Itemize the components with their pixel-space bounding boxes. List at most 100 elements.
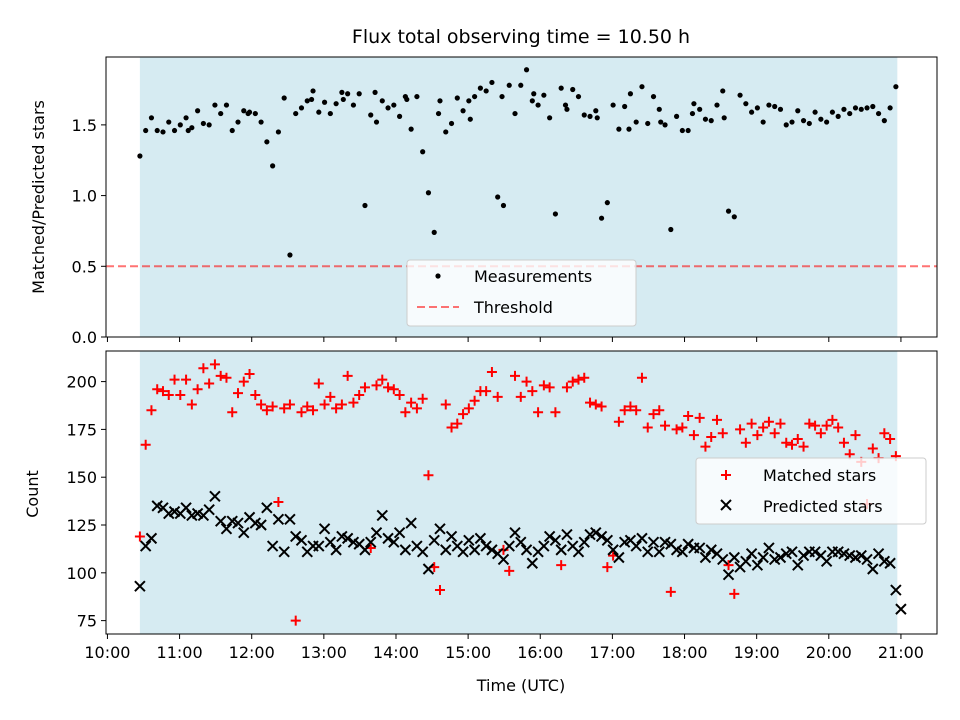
predicted-star-point: [416, 546, 429, 558]
y-tick-label: 0.5: [72, 257, 97, 276]
predicted-star-point: [261, 502, 273, 514]
measurement-point: [245, 110, 251, 117]
measurement-point: [656, 106, 662, 112]
matched-star-point: [527, 386, 538, 397]
legend-measurements-label: Measurements: [474, 267, 592, 286]
measurement-point: [852, 105, 859, 111]
measurement-point: [610, 102, 616, 108]
predicted-star-point: [590, 526, 602, 539]
measurement-point: [685, 127, 691, 134]
measurement-point: [870, 103, 876, 110]
matched-star-point: [798, 441, 809, 452]
matched-star-point: [538, 380, 549, 391]
predicted-star-point: [365, 536, 377, 548]
matched-star-point: [717, 428, 728, 439]
measurement-point: [160, 129, 166, 135]
matched-star-point: [850, 430, 861, 441]
measurement-point: [310, 88, 316, 94]
measurement-point: [218, 110, 224, 117]
matched-star-point: [550, 407, 561, 418]
measurement-point: [408, 126, 414, 132]
predicted-star-point: [515, 536, 527, 548]
predicted-star-point: [676, 546, 689, 558]
predicted-star-point: [607, 544, 619, 556]
matched-star-point: [198, 363, 209, 374]
matched-star-point: [388, 384, 399, 395]
matched-star-point: [665, 586, 676, 597]
measurement-point: [639, 84, 645, 90]
predicted-star-point: [503, 540, 515, 552]
measurement-point: [720, 88, 726, 94]
y-tick-label: 175: [66, 420, 97, 439]
matched-star-point: [192, 384, 203, 395]
predicted-star-point: [480, 540, 492, 552]
matched-star-point: [209, 359, 220, 370]
measurement-point: [754, 105, 760, 111]
measurement-point: [495, 194, 501, 200]
matched-star-point: [613, 416, 624, 427]
measurement-point: [887, 105, 893, 111]
measurement-point: [547, 115, 553, 121]
matched-star-point: [319, 399, 330, 410]
predicted-star-point: [861, 553, 873, 566]
measurement-point: [737, 92, 743, 98]
matched-star-point: [544, 382, 555, 393]
measurement-point: [673, 113, 680, 119]
matched-star-point: [169, 374, 180, 385]
measurement-point: [143, 127, 149, 134]
measurement-point: [658, 119, 664, 125]
matched-star-point: [267, 401, 278, 412]
matched-star-point: [625, 401, 636, 412]
measurement-point: [749, 109, 755, 115]
predicted-star-point: [717, 553, 729, 566]
measurement-point: [708, 118, 714, 124]
measurement-point: [824, 119, 830, 125]
predicted-star-point: [792, 559, 804, 571]
matched-star-point: [134, 531, 145, 542]
measurement-point: [587, 113, 593, 119]
predicted-star-point: [422, 563, 435, 575]
measurement-point: [391, 102, 397, 108]
predicted-star-point: [561, 528, 573, 541]
measurement-point: [875, 110, 882, 117]
measurement-point: [581, 112, 587, 118]
matched-star-point: [140, 439, 151, 450]
matched-star-point: [244, 368, 255, 379]
y-tick-label: 0.0: [72, 328, 97, 347]
predicted-star-point: [266, 540, 279, 552]
matched-star-point: [186, 399, 197, 410]
predicted-star-point: [318, 523, 331, 535]
measurement-point: [223, 102, 230, 108]
legend-matched-label: Matched stars: [763, 466, 876, 485]
x-tick-label: 21:00: [878, 643, 924, 662]
measurement-point: [212, 102, 218, 108]
matched-star-point: [481, 386, 492, 397]
matched-star-point: [359, 382, 370, 393]
matched-star-point: [215, 370, 226, 381]
legend-predicted-label: Predicted stars: [763, 497, 883, 516]
matched-star-point: [256, 399, 267, 410]
predicted-star-point: [763, 542, 775, 554]
measurement-point: [679, 127, 685, 134]
predicted-star-point: [538, 540, 550, 552]
predicted-star-point: [867, 563, 879, 575]
measurement-point: [356, 91, 362, 97]
predicted-star-point: [255, 519, 267, 531]
measurement-point: [472, 93, 478, 100]
matched-star-point: [342, 370, 353, 381]
predicted-star-point: [359, 544, 371, 556]
predicted-star-point: [232, 517, 244, 529]
matched-star-point: [469, 395, 480, 406]
matched-star-point: [446, 422, 457, 433]
measurement-point: [760, 119, 766, 125]
measurement-point: [541, 92, 547, 98]
matched-star-point: [631, 405, 642, 416]
matched-star-point: [758, 422, 769, 433]
matched-star-point: [596, 401, 607, 412]
matched-star-point: [579, 372, 590, 383]
measurement-point: [339, 89, 345, 95]
measurement-point: [293, 110, 299, 117]
predicted-star-point: [428, 534, 440, 547]
measurement-point: [368, 112, 374, 118]
